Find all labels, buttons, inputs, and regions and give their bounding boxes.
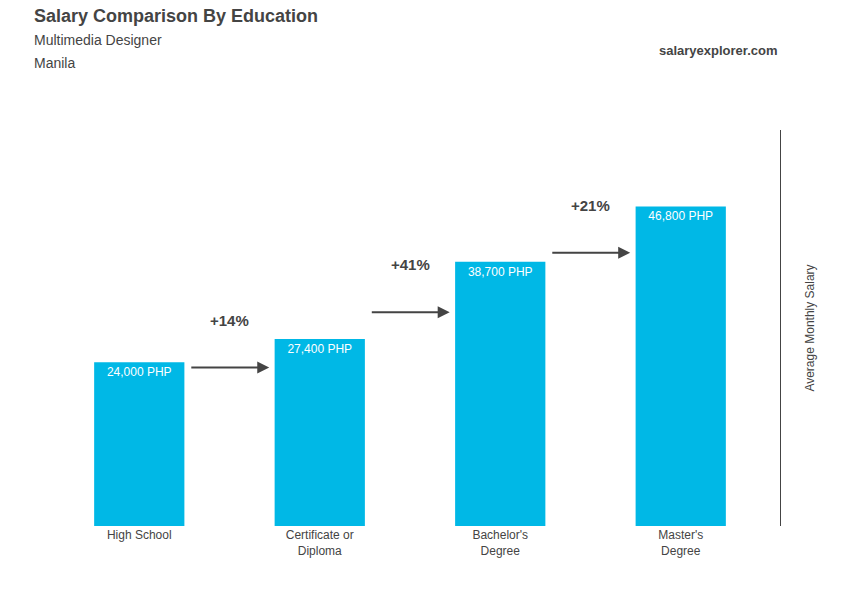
svg-text:Bachelor'sDegree: Bachelor'sDegree bbox=[472, 528, 528, 558]
svg-text:High School: High School bbox=[107, 528, 172, 542]
svg-text:Average Monthly Salary: Average Monthly Salary bbox=[803, 264, 817, 391]
svg-text:Salary Comparison By Education: Salary Comparison By EducationMultimedia… bbox=[34, 6, 318, 72]
svg-text:Master'sDegree: Master'sDegree bbox=[658, 528, 703, 558]
svg-text:+21%: +21% bbox=[571, 197, 610, 214]
svg-text:+41%: +41% bbox=[391, 256, 430, 273]
svg-text:27,400 PHP: 27,400 PHP bbox=[287, 342, 352, 356]
svg-text:38,700 PHP: 38,700 PHP bbox=[468, 265, 533, 279]
svg-text:+14%: +14% bbox=[210, 312, 249, 329]
svg-text:24,000 PHP: 24,000 PHP bbox=[107, 365, 172, 379]
svg-text:salaryexplorer.com: salaryexplorer.com bbox=[659, 43, 778, 58]
svg-text:Certificate orDiploma: Certificate orDiploma bbox=[286, 528, 354, 558]
svg-text:46,800 PHP: 46,800 PHP bbox=[648, 209, 713, 223]
